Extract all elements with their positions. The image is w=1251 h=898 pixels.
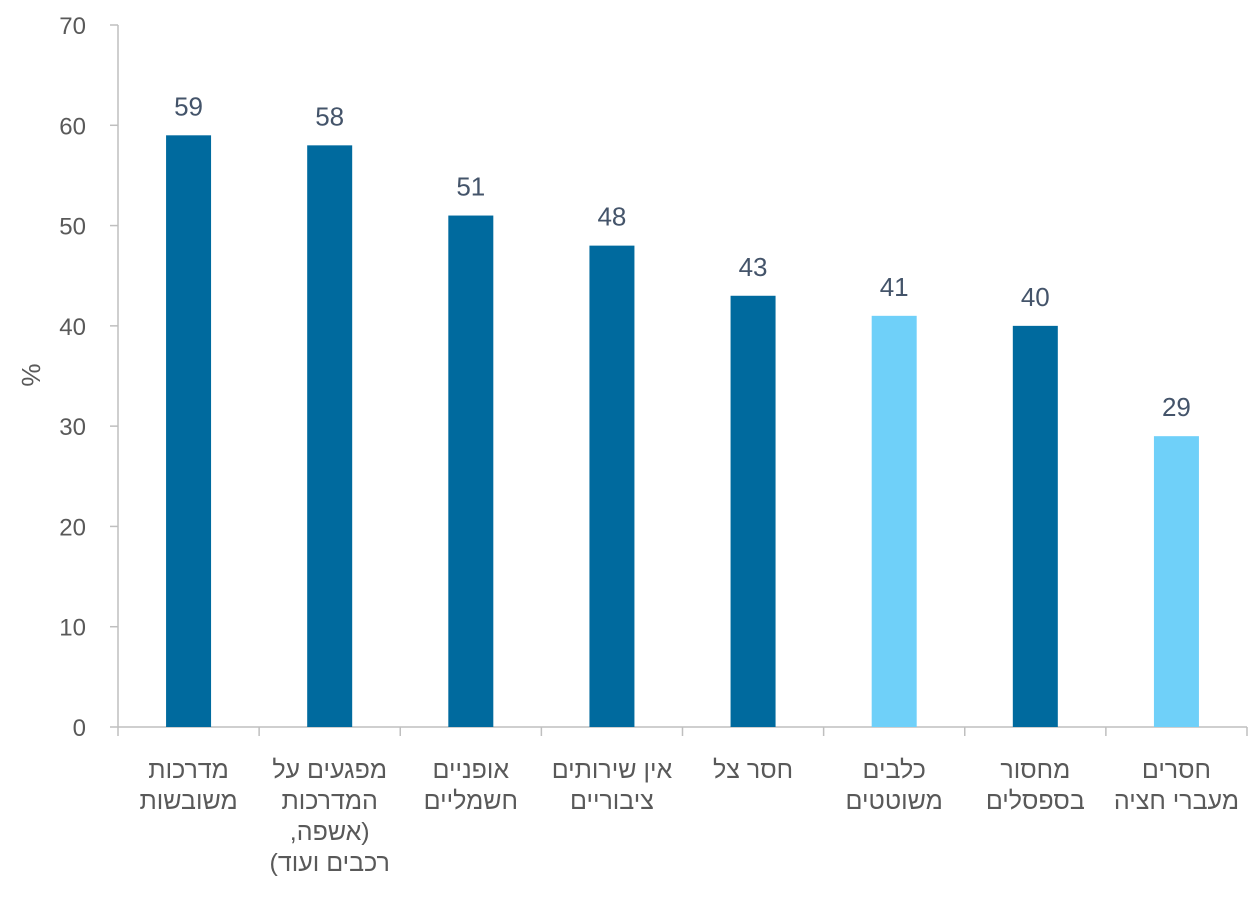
labels: 59 מדרכות משובשות 58 מפגעים על המדרכות (אשפה, ר…: [139, 91, 1239, 877]
y-axis-title: %: [16, 363, 46, 386]
bar: [1153, 436, 1199, 727]
bar: [871, 315, 917, 727]
data-label: 41: [880, 272, 909, 302]
y-tick-label: 20: [59, 514, 86, 541]
y-tick-label: 70: [59, 13, 86, 40]
category-label: מפגעים על המדרכות (אשפה, רכבים ועוד): [270, 756, 390, 877]
y-tick-label: 40: [59, 314, 86, 341]
y-tick-label: 50: [59, 214, 86, 241]
data-label: 48: [597, 202, 626, 232]
y-tick-label: 60: [59, 113, 86, 140]
y-tick-label: 10: [59, 615, 86, 642]
category-label: אין שירותים ציבוריים: [552, 756, 673, 815]
axes: 0 10 20 30 40 50 60 70: [59, 13, 1248, 742]
bar: [307, 145, 353, 728]
bars: [166, 135, 1199, 728]
bar: [1012, 325, 1058, 727]
category-label: מדרכות משובשות: [139, 756, 237, 815]
data-label: 43: [739, 252, 768, 282]
data-label: 59: [174, 91, 203, 121]
bar: [166, 135, 212, 728]
category-label: חסר צל: [713, 756, 793, 784]
bar: [448, 215, 494, 728]
data-label: 29: [1162, 392, 1191, 422]
data-label: 58: [315, 101, 344, 131]
y-tick-label: 0: [73, 715, 86, 742]
data-label: 51: [456, 172, 485, 202]
category-label: אופניים חשמליים: [424, 756, 518, 815]
bar: [730, 295, 776, 727]
data-label: 40: [1021, 282, 1050, 312]
category-label: כלבים משוטטים: [846, 756, 943, 815]
y-tick-label: 30: [59, 414, 86, 441]
bar: [589, 245, 635, 727]
category-label: חסרים מעברי חציה: [1114, 756, 1239, 815]
category-label: מחסור בספסלים: [986, 756, 1085, 815]
